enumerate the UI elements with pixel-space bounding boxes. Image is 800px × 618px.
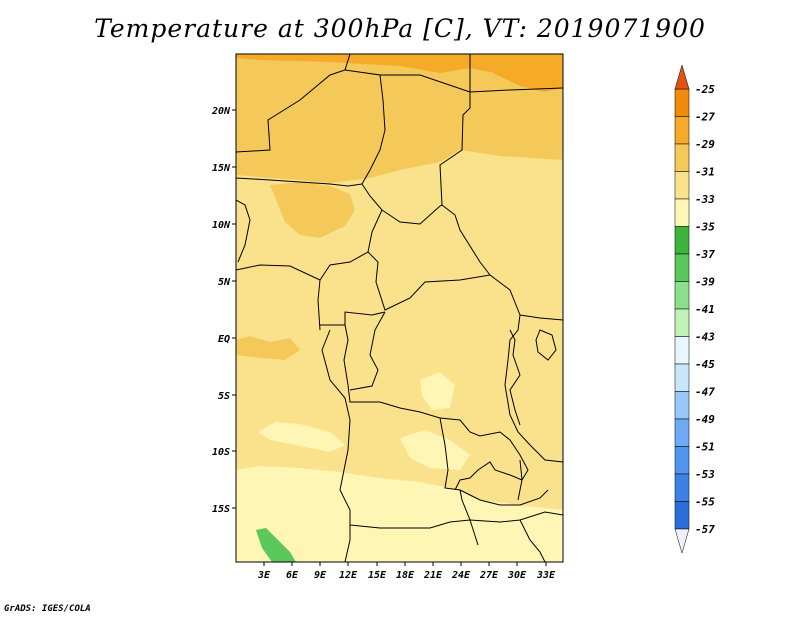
colorbar-band — [674, 308, 690, 337]
lake-outline — [517, 459, 523, 501]
lat-labels: 20N 15N 10N 5N EQ 5S 10S 15S — [211, 106, 231, 515]
field-minus-35-south — [236, 466, 563, 562]
colorbar-band — [674, 418, 690, 447]
colorbar-band — [674, 171, 690, 200]
colorbar-band — [674, 473, 690, 502]
colorbar-label: -31 — [695, 166, 715, 179]
colorbar-band — [674, 391, 690, 420]
axis-ticks — [232, 109, 547, 566]
border-line — [380, 74, 491, 276]
lon-label: 24E — [451, 570, 471, 581]
border-line — [343, 324, 479, 546]
colorbar-label: -49 — [695, 413, 715, 426]
field-minus-29-west — [270, 182, 355, 238]
border-line — [236, 177, 363, 187]
field-minus-29-north — [236, 54, 563, 183]
border-line — [317, 183, 383, 331]
colorbar-band — [674, 336, 690, 365]
lon-label: 3E — [257, 570, 271, 581]
border-line — [519, 314, 563, 321]
colorbar-label: -27 — [695, 111, 715, 124]
lon-label: 18E — [396, 570, 415, 581]
coastline — [321, 329, 351, 491]
lon-label: 15E — [368, 570, 387, 581]
colorbar-label: -57 — [695, 523, 715, 536]
colorbar-label: -25 — [695, 83, 715, 96]
border-line — [381, 204, 443, 225]
colorbar-label: -39 — [695, 276, 715, 289]
lat-label: 15N — [212, 163, 231, 174]
colorbar-label: -29 — [695, 138, 715, 151]
lon-label: 30E — [507, 570, 527, 581]
lat-label: 20N — [211, 106, 231, 117]
border-line — [349, 311, 386, 391]
border-line — [367, 251, 521, 316]
field-minus-27-north — [236, 54, 563, 80]
field-minus-37-patch — [256, 528, 296, 562]
lat-label: 15S — [212, 504, 230, 515]
map-frame — [235, 53, 564, 563]
colorbar-bottom-arrow — [674, 528, 690, 554]
lon-label: 21E — [423, 570, 443, 581]
lon-label: 12E — [339, 570, 358, 581]
border-line — [236, 199, 251, 263]
lon-labels: 3E 6E 9E 12E 15E 18E 21E 24E 27E 30E 33E — [257, 570, 556, 581]
lake-outline — [535, 329, 557, 361]
temperature-field — [236, 54, 563, 562]
border-line — [236, 264, 321, 281]
lon-label: 9E — [314, 570, 327, 581]
colorbar-band — [674, 363, 690, 392]
lon-label: 27E — [479, 570, 499, 581]
border-line — [349, 511, 563, 529]
border-line — [504, 314, 563, 463]
border-line — [459, 489, 549, 506]
lat-label: 10S — [212, 447, 230, 458]
field-minus-35-pocket-b — [400, 430, 470, 470]
colorbar-label: -55 — [695, 496, 715, 509]
border-line — [469, 54, 563, 93]
field-minus-27-ne — [478, 56, 563, 92]
lat-label: 5S — [218, 391, 230, 402]
border-line — [519, 519, 546, 562]
lat-label: 5N — [218, 277, 231, 288]
field-minus-29-coast — [236, 336, 300, 360]
lat-label: EQ — [218, 334, 230, 345]
lat-label: 10N — [212, 220, 231, 231]
colorbar-label: -33 — [695, 193, 715, 206]
country-borders — [236, 54, 563, 562]
field-minus-35-pocket-a — [258, 422, 345, 452]
colorbar-label: -51 — [695, 441, 715, 454]
lake-outline — [509, 329, 521, 426]
border-line — [439, 417, 529, 491]
border-line — [320, 311, 386, 326]
field-minus-35-pocket-c — [420, 372, 455, 410]
colorbar-band — [674, 281, 690, 310]
colorbar-label: -53 — [695, 468, 715, 481]
colorbar-label: -45 — [695, 358, 715, 371]
plot-title: Temperature at 300hPa [C], VT: 201907190… — [94, 14, 706, 43]
colorbar-band — [674, 253, 690, 282]
colorbar-label: -41 — [695, 303, 715, 316]
colorbar-top-arrow — [674, 64, 690, 90]
colorbar-band — [674, 226, 690, 255]
colorbar-band — [674, 88, 690, 117]
footer-credit: GrADS: IGES/COLA — [4, 604, 91, 614]
colorbar-band — [674, 143, 690, 172]
lon-label: 33E — [536, 570, 556, 581]
lon-label: 6E — [286, 570, 299, 581]
colorbar-band — [674, 116, 690, 145]
colorbar-label: -37 — [695, 248, 715, 261]
colorbar-band — [674, 446, 690, 475]
colorbar-band — [674, 198, 690, 227]
colorbar: -25 -27 -29 -31 -33 -35 -37 -39 -41 -43 -45 -47 -49 -… — [674, 64, 715, 554]
colorbar-label: -43 — [695, 331, 715, 344]
colorbar-label: -35 — [695, 221, 715, 234]
colorbar-label: -47 — [695, 386, 715, 399]
colorbar-band — [674, 501, 690, 530]
